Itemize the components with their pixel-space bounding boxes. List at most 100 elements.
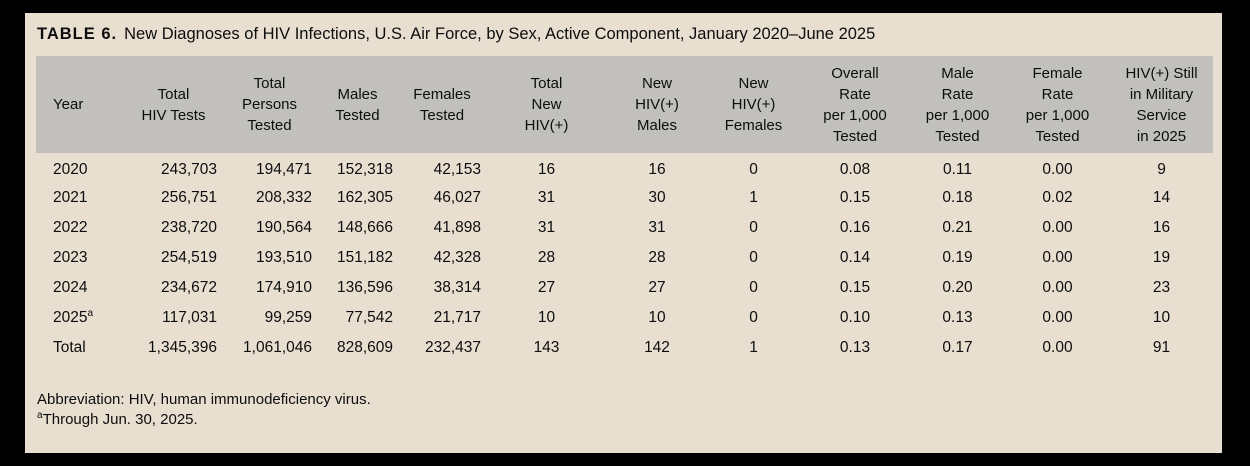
col-header-new-hiv-males: New HIV(+) Males [635, 75, 679, 134]
table-cell: 30 [648, 189, 666, 206]
col-header-total-hiv-tests: Total HIV Tests [141, 85, 206, 124]
table-cell: 232,437 [424, 339, 481, 356]
table-cell: 162,305 [336, 189, 393, 206]
year-cell: Total [53, 339, 86, 356]
table-cell: 14 [1152, 189, 1171, 206]
table-cell: 41,898 [433, 219, 481, 236]
table-cell: 1 [749, 189, 758, 206]
table-cell: 31 [537, 219, 556, 236]
table-cell: 117,031 [162, 309, 217, 326]
table-cell: 91 [1152, 339, 1171, 356]
footnote-a-marker: a [37, 410, 43, 421]
table-cell: 0 [749, 161, 758, 178]
table-cell: 10 [648, 309, 666, 326]
year-cell: 2023 [53, 249, 88, 266]
table-row-2024: 2024 234,672 174,910 136,596 38,314 27 2… [36, 273, 1213, 303]
table-cell: 10 [1152, 309, 1171, 326]
table-cell: 28 [537, 249, 556, 266]
table-cell: 208,332 [255, 189, 312, 206]
footnote-a: aThrough Jun. 30, 2025. [37, 410, 1222, 430]
table-row-2022: 2022 238,720 190,564 148,666 41,898 31 3… [36, 213, 1213, 243]
table-row-2025: 2025a 117,031 99,259 77,542 21,717 10 10… [36, 303, 1213, 333]
footnote-a-text: Through Jun. 30, 2025. [42, 411, 198, 428]
table-cell: 238,720 [160, 219, 217, 236]
table-cell: 0.14 [839, 249, 871, 266]
table-cell: 46,027 [433, 189, 481, 206]
table-cell: 0.11 [942, 161, 973, 178]
table-cell: 0 [749, 219, 758, 236]
table-cell: 0 [749, 249, 758, 266]
table-cell: 19 [1152, 249, 1171, 266]
table-cell: 10 [537, 309, 556, 326]
table-cell: 0.00 [1042, 279, 1073, 296]
table-cell: 828,609 [336, 339, 393, 356]
table-cell: 243,703 [160, 161, 217, 178]
table-cell: 9 [1157, 161, 1166, 178]
col-header-overall-rate: Overall Rate per 1,000 Tested [823, 64, 887, 145]
year-cell: 2021 [53, 189, 88, 206]
table-cell: 0.00 [1042, 249, 1073, 266]
table-cell: 152,318 [336, 161, 393, 178]
table-cell: 0.00 [1042, 309, 1073, 326]
table-cell: 16 [1152, 219, 1171, 236]
table-cell: 1 [749, 339, 758, 356]
table-header-band: Year Total HIV Tests Total Persons Teste… [36, 56, 1213, 153]
col-header-still-in-service: HIV(+) Still in Military Service in 2025 [1125, 64, 1198, 145]
table-cell: 0.21 [942, 219, 973, 236]
table-row-2021: 2021 256,751 208,332 162,305 46,027 31 3… [36, 183, 1213, 213]
hiv-diagnoses-table: Year Total HIV Tests Total Persons Teste… [36, 56, 1213, 363]
table-row-2020: 2020 243,703 194,471 152,318 42,153 16 1… [36, 153, 1213, 183]
table-cell: 0.17 [942, 339, 973, 356]
col-header-total-persons-tested: Total Persons Tested [241, 75, 298, 134]
table-cell: 16 [537, 161, 556, 178]
abbreviation-note: Abbreviation: HIV, human immunodeficienc… [37, 391, 371, 408]
table-cell: 0.15 [839, 189, 871, 206]
table-cell: 254,519 [160, 249, 217, 266]
col-header-males-tested: Males Tested [335, 85, 380, 124]
table-cell: 0.15 [839, 279, 871, 296]
year-cell: 2024 [53, 279, 88, 296]
table-cell: 0.16 [839, 219, 871, 236]
table-cell: 77,542 [345, 309, 393, 326]
table-cell: 38,314 [433, 279, 481, 296]
table-cell: 21,717 [433, 309, 481, 326]
table-cell: 256,751 [160, 189, 217, 206]
table-row-2023: 2023 254,519 193,510 151,182 42,328 28 2… [36, 243, 1213, 273]
table-cell: 190,564 [255, 219, 312, 236]
table-cell: 0.02 [1042, 189, 1073, 206]
table-cell: 1,345,396 [148, 339, 217, 356]
table-cell: 31 [537, 189, 556, 206]
table-cell: 28 [648, 249, 666, 266]
table-cell: 0.19 [942, 249, 973, 266]
table-cell: 0.00 [1042, 219, 1073, 236]
year-cell: 2020 [53, 161, 88, 178]
table-cell: 0 [749, 309, 758, 326]
table-cell: 0.13 [839, 339, 871, 356]
table-cell: 136,596 [336, 279, 393, 296]
table-cell: 42,153 [433, 161, 481, 178]
col-header-male-rate: Male Rate per 1,000 Tested [925, 64, 990, 145]
table-cell: 142 [644, 339, 670, 356]
table-title: TABLE 6. New Diagnoses of HIV Infections,… [25, 13, 1222, 45]
table-cell: 27 [648, 279, 666, 296]
table-cell: 23 [1152, 279, 1171, 296]
table-row-total: Total 1,345,396 1,061,046 828,609 232,43… [36, 333, 1213, 363]
table-cell: 0.20 [942, 279, 973, 296]
table-cell: 0.10 [839, 309, 871, 326]
table-number-label: TABLE 6. [37, 25, 118, 43]
table-cell: 0.00 [1042, 339, 1073, 356]
table-cell: 1,061,046 [243, 339, 312, 356]
table-cell: 0.00 [1042, 161, 1073, 178]
col-header-year: Year [53, 96, 84, 113]
table-cell: 99,259 [264, 309, 312, 326]
table-cell: 31 [648, 219, 666, 236]
table-title-text: New Diagnoses of HIV Infections, U.S. Ai… [124, 25, 876, 43]
year-cell: 2022 [53, 219, 88, 236]
header-row: Year Total HIV Tests Total Persons Teste… [36, 56, 1213, 153]
table-cell: 42,328 [433, 249, 481, 266]
table-cell: 16 [648, 161, 666, 178]
table-cell: 0.08 [839, 161, 871, 178]
table-cell: 193,510 [255, 249, 312, 266]
footnotes: Abbreviation: HIV, human immunodeficienc… [37, 390, 1222, 430]
